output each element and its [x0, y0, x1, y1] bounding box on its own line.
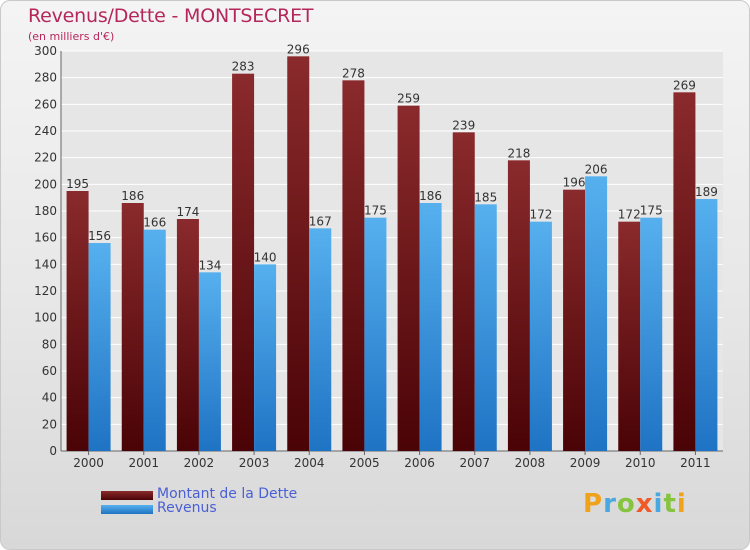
y-tick-label: 280 [34, 71, 57, 85]
bar-dette [121, 203, 144, 451]
bar-revenus [695, 199, 718, 451]
logo-letter: P [583, 489, 604, 519]
data-label-dette: 239 [452, 118, 475, 132]
data-label-revenus: 166 [143, 216, 166, 230]
x-tick-label: 2005 [349, 456, 380, 470]
logo-letter: i [676, 489, 687, 519]
legend-swatch-revenus [101, 505, 153, 514]
data-label-revenus: 175 [364, 204, 387, 218]
logo-letter: o [616, 489, 636, 519]
bar-revenus [143, 229, 166, 451]
chart-subtitle: (en milliers d'€) [28, 30, 115, 43]
x-tick-label: 2008 [515, 456, 546, 470]
bar-dette [563, 189, 586, 451]
bar-dette [397, 105, 420, 452]
chart-title: Revenus/Dette - MONTSECRET [28, 5, 314, 27]
bar-dette [452, 132, 475, 452]
bar-dette [176, 219, 199, 451]
y-tick-label: 20 [42, 417, 57, 431]
y-tick-label: 100 [34, 311, 57, 325]
y-tick-label: 240 [34, 124, 57, 138]
x-tick-label: 2001 [128, 456, 159, 470]
data-label-dette: 196 [563, 176, 586, 190]
bar-revenus [640, 217, 663, 451]
bar-dette [232, 73, 255, 452]
y-tick-label: 80 [42, 337, 57, 351]
logo-letter: r [603, 489, 617, 519]
bar-dette [507, 160, 530, 452]
bar-revenus [364, 217, 387, 451]
data-label-revenus: 156 [88, 229, 111, 243]
y-tick-label: 140 [34, 257, 57, 271]
y-tick-label: 120 [34, 284, 57, 298]
logo-letter: t [663, 489, 677, 519]
y-tick-label: 160 [34, 231, 57, 245]
data-label-dette: 278 [342, 66, 365, 80]
plot-area [61, 51, 723, 451]
bar-revenus [529, 221, 552, 451]
proxiti-logo: Proxiti [583, 489, 687, 519]
x-tick-label: 2009 [570, 456, 601, 470]
bar-revenus [419, 203, 442, 451]
data-label-revenus: 186 [419, 189, 442, 203]
x-tick-label: 2007 [459, 456, 490, 470]
data-label-revenus: 189 [695, 185, 718, 199]
bar-dette [287, 56, 310, 451]
bar-revenus [585, 176, 608, 452]
legend-label-revenus: Revenus [157, 500, 217, 516]
legend-label-dette: Montant de la Dette [157, 486, 298, 502]
x-tick-label: 2000 [73, 456, 104, 470]
y-tick-label: 260 [34, 97, 57, 111]
y-tick-label: 180 [34, 204, 57, 218]
bar-dette [673, 92, 696, 451]
bar-revenus [309, 228, 332, 451]
bar-revenus [474, 204, 497, 451]
x-tick-label: 2003 [239, 456, 270, 470]
data-label-revenus: 172 [529, 208, 552, 222]
data-label-dette: 259 [397, 92, 420, 106]
data-label-revenus: 185 [474, 190, 497, 204]
bar-dette [342, 80, 365, 451]
data-label-revenus: 206 [585, 162, 608, 176]
data-label-dette: 283 [232, 60, 255, 74]
data-label-dette: 269 [673, 78, 696, 92]
bar-revenus [254, 264, 277, 451]
data-label-revenus: 134 [198, 258, 221, 272]
data-label-dette: 186 [121, 189, 144, 203]
x-tick-label: 2004 [294, 456, 325, 470]
data-label-revenus: 167 [309, 214, 332, 228]
data-label-revenus: 175 [640, 204, 663, 218]
logo-letter: x [635, 489, 654, 519]
bar-dette [66, 191, 89, 451]
y-tick-label: 40 [42, 391, 57, 405]
data-label-dette: 195 [66, 177, 89, 191]
data-label-dette: 172 [618, 208, 641, 222]
bar-revenus [88, 243, 111, 451]
x-tick-label: 2010 [625, 456, 656, 470]
y-tick-label: 60 [42, 364, 57, 378]
x-tick-label: 2011 [680, 456, 711, 470]
x-tick-label: 2006 [404, 456, 435, 470]
x-tick-label: 2002 [184, 456, 215, 470]
data-label-revenus: 140 [254, 250, 277, 264]
data-label-dette: 218 [507, 146, 530, 160]
logo-letter: i [653, 489, 664, 519]
bar-dette [618, 221, 641, 451]
y-tick-label: 200 [34, 177, 57, 191]
y-tick-label: 300 [34, 44, 57, 58]
legend-swatch-dette [101, 491, 153, 500]
data-label-dette: 296 [287, 42, 310, 56]
y-tick-label: 0 [49, 444, 57, 458]
y-tick-label: 220 [34, 151, 57, 165]
data-label-dette: 174 [176, 205, 199, 219]
bar-revenus [198, 272, 221, 451]
